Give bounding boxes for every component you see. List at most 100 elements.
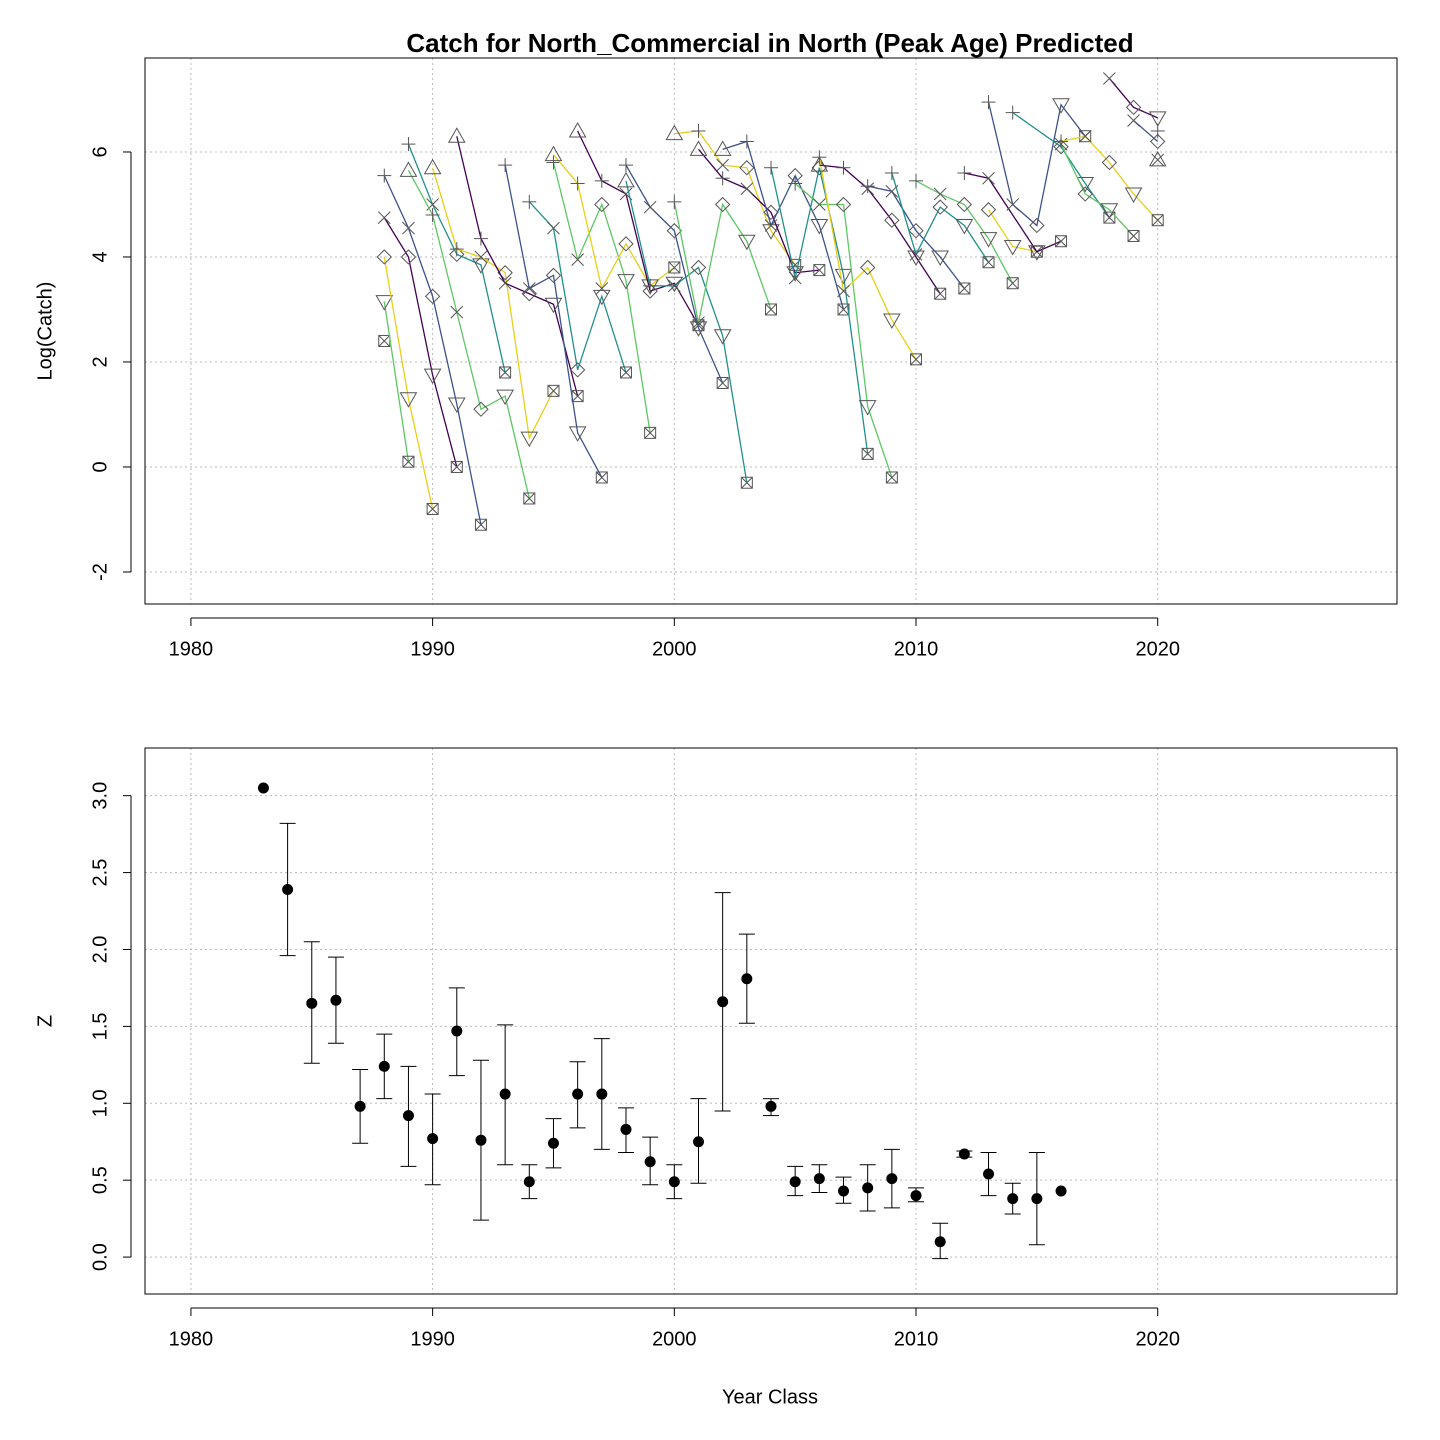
marker-stroke [644, 426, 657, 439]
marker-shape [1003, 239, 1022, 256]
marker [667, 194, 682, 209]
marker [426, 502, 439, 515]
series-line [722, 140, 845, 310]
marker-stroke [909, 247, 923, 261]
marker-shape [980, 202, 997, 218]
series-line [383, 256, 434, 510]
marker-shape [1100, 203, 1119, 219]
marker-shape [400, 249, 417, 265]
marker-shape [1148, 150, 1167, 167]
marker-shape [619, 366, 632, 379]
series-line [383, 217, 458, 468]
marker-shape [910, 353, 923, 366]
marker [423, 368, 442, 385]
series-line [770, 167, 869, 454]
marker [568, 426, 587, 442]
marker-shape [837, 303, 850, 316]
marker [499, 366, 512, 379]
marker-shape [568, 426, 587, 442]
marker-shape [716, 376, 729, 389]
marker-stroke [377, 211, 391, 224]
marker [909, 173, 924, 188]
marker-shape [644, 426, 657, 439]
point [330, 994, 342, 1006]
point [910, 1190, 922, 1202]
marker [980, 202, 997, 218]
marker [716, 376, 729, 389]
marker-stroke [813, 264, 826, 276]
marker [617, 274, 635, 290]
marker-shape [423, 158, 442, 175]
marker [958, 282, 971, 295]
marker-shape [544, 145, 563, 162]
marker-shape [1127, 229, 1140, 242]
marker [571, 390, 584, 403]
chart-title: Catch for North_Commercial in North (Pea… [406, 28, 1133, 58]
marker-shape [932, 199, 948, 215]
marker-shape [399, 392, 418, 408]
marker-shape [934, 287, 947, 300]
marker-shape [713, 140, 732, 156]
marker [931, 250, 950, 266]
marker [1148, 111, 1167, 127]
point [523, 1176, 535, 1188]
point [717, 996, 729, 1008]
marker [523, 492, 536, 505]
marker-shape [568, 121, 587, 138]
series-line [383, 175, 482, 525]
marker-stroke [764, 219, 778, 232]
marker-shape [449, 246, 465, 263]
series-line [552, 162, 651, 433]
marker-stroke [933, 187, 947, 201]
marker [1151, 153, 1165, 167]
marker [1125, 99, 1142, 116]
marker [859, 259, 876, 276]
series-line [1012, 112, 1110, 218]
marker-shape [810, 218, 829, 235]
point [499, 1088, 511, 1100]
marker-stroke [716, 158, 730, 172]
marker-stroke [1006, 277, 1019, 290]
marker-shape [376, 249, 392, 265]
marker [400, 249, 417, 265]
marker-stroke [740, 476, 753, 489]
marker [934, 287, 947, 300]
marker-stroke [426, 503, 439, 515]
marker-stroke [547, 384, 560, 397]
marker-shape [668, 261, 681, 274]
series-line [1108, 78, 1158, 119]
marker [377, 211, 391, 224]
marker-stroke [1151, 153, 1165, 167]
marker [520, 431, 539, 448]
y-tick-label: -2 [89, 563, 111, 581]
series-line [407, 143, 506, 373]
marker [1148, 150, 1167, 167]
point [257, 782, 269, 794]
series-line [625, 164, 724, 384]
series-line [504, 164, 603, 478]
marker-shape [473, 401, 489, 417]
x-tick-label: 1980 [169, 638, 214, 660]
marker [812, 198, 826, 211]
marker-stroke [547, 221, 560, 235]
point [547, 1137, 559, 1149]
marker-stroke [378, 335, 391, 347]
marker-shape [496, 389, 514, 406]
marker [1003, 239, 1022, 256]
marker [450, 460, 463, 473]
marker [1127, 114, 1140, 127]
marker-stroke [402, 455, 415, 468]
series-line [794, 182, 893, 478]
marker [713, 140, 732, 156]
marker [1029, 217, 1045, 234]
marker [402, 455, 415, 468]
marker [860, 179, 875, 194]
series-line [528, 201, 627, 373]
point [765, 1100, 777, 1112]
marker [1078, 129, 1092, 143]
marker [1103, 72, 1116, 85]
series-line [577, 130, 700, 326]
marker-shape [523, 492, 536, 505]
marker [545, 267, 562, 284]
marker-shape [665, 124, 684, 141]
